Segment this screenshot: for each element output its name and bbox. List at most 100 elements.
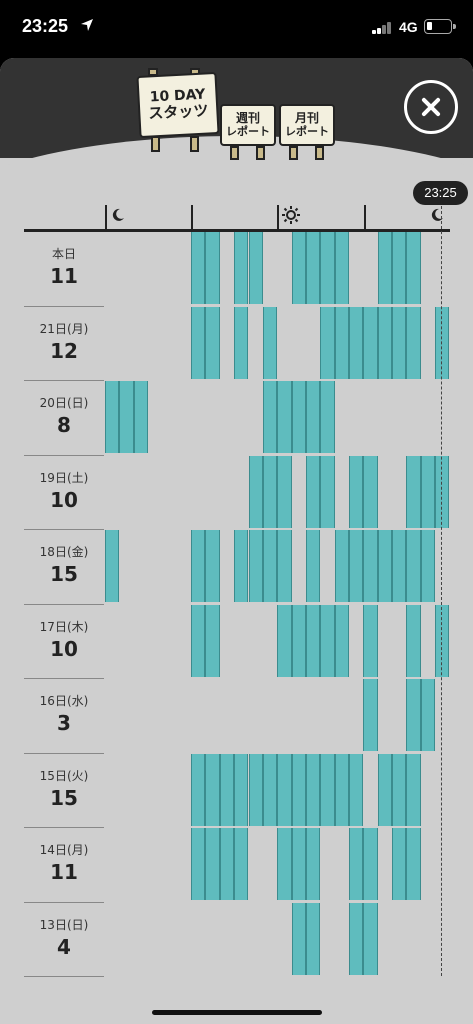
day-label: 13日(日) 4 (24, 903, 104, 959)
row-separator (24, 454, 104, 456)
tab-monthly-report[interactable]: 月刊 レポート (279, 104, 335, 164)
home-indicator (152, 1010, 322, 1015)
tab-weekly-report[interactable]: 週刊 レポート (220, 104, 276, 164)
sleep-bar (305, 232, 321, 304)
sleep-bar (277, 828, 292, 900)
sleep-bar (363, 902, 378, 975)
sleep-bar (291, 902, 306, 975)
sleep-bar (248, 455, 263, 528)
sleep-bar (435, 306, 450, 379)
day-label: 14日(月) 11 (24, 828, 104, 884)
sleep-bar (348, 306, 364, 379)
day-count: 11 (50, 860, 78, 884)
day-count: 12 (50, 338, 78, 363)
sleep-bar (392, 828, 407, 900)
sleep-bar (291, 753, 306, 826)
day-date: 14日(月) (39, 843, 89, 857)
day-label: 21日(月) 12 (24, 307, 104, 363)
sleep-bar (348, 530, 364, 602)
sleep-bar (205, 604, 220, 677)
axis-tick (191, 205, 193, 230)
sleep-bar (305, 902, 321, 975)
sleep-bar (377, 530, 392, 602)
sleep-bar (262, 306, 278, 379)
day-date: 16日(水) (39, 694, 89, 708)
sleep-bar (392, 232, 407, 304)
sleep-bar (406, 753, 421, 826)
sleep-bar (219, 828, 235, 900)
sleep-bar (248, 753, 263, 826)
sleep-bar (277, 381, 292, 453)
day-label: 20日(日) 8 (24, 381, 104, 437)
day-date: 18日(金) (39, 545, 89, 559)
sleep-bar (291, 604, 306, 677)
axis-tick (105, 205, 107, 230)
day-label: 17日(木) 10 (24, 605, 104, 661)
status-time: 23:25 (22, 16, 69, 36)
tab-label: 10 DAY スタッツ (136, 71, 220, 139)
tab-10day-stats[interactable]: 10 DAY スタッツ (136, 68, 220, 166)
sleep-bar (348, 828, 364, 900)
sleep-bar (205, 828, 220, 900)
row-separator (24, 678, 104, 679)
sleep-bar (363, 679, 378, 751)
sleep-bar (320, 455, 335, 528)
sleep-bar (406, 604, 421, 677)
sleep-bar (205, 530, 220, 602)
sleep-bar (277, 530, 292, 602)
sleep-bar (377, 753, 392, 826)
sleep-bar (406, 232, 421, 304)
sleep-bar (363, 455, 378, 528)
stats-sheet: 10 DAY スタッツ 週刊 レポート 月刊 レポート (0, 58, 473, 1024)
sleep-bar (191, 530, 206, 602)
day-label: 18日(金) 15 (24, 530, 104, 586)
day-date: 17日(木) (39, 619, 89, 634)
sleep-bar (234, 232, 249, 304)
sleep-bar (305, 530, 321, 602)
sleep-bar (277, 455, 292, 528)
sleep-bar (234, 530, 249, 602)
day-label: 16日(水) 3 (24, 679, 104, 735)
sleep-bar (363, 604, 378, 677)
row-separator (24, 380, 104, 381)
sleep-bar (435, 604, 450, 677)
sleep-bar (133, 381, 149, 453)
sleep-bar (334, 306, 349, 379)
moon-icon (112, 208, 124, 221)
day-count: 15 (50, 785, 78, 810)
sleep-bar (291, 828, 306, 900)
sleep-bar (363, 828, 378, 900)
network-type: 4G (399, 19, 418, 35)
sleep-bar (320, 232, 335, 304)
sleep-bar (406, 828, 421, 900)
sleep-bar (234, 306, 249, 379)
sleep-bar (348, 902, 364, 975)
sleep-bar (320, 381, 335, 453)
sleep-bar (392, 306, 407, 379)
row-separator (24, 901, 104, 903)
close-button[interactable] (404, 80, 458, 134)
sleep-bar (291, 232, 306, 304)
sleep-bar (406, 455, 421, 528)
sleep-bar (219, 753, 235, 826)
sleep-bar (277, 753, 292, 826)
sleep-bar (320, 604, 335, 677)
sleep-bar (105, 381, 120, 453)
day-date: 20日(日) (39, 396, 89, 410)
timeline-axis (24, 229, 450, 232)
axis-tick (364, 205, 366, 230)
sleep-bar (406, 530, 421, 602)
day-label: 15日(火) 15 (24, 754, 104, 810)
sun-icon (282, 206, 300, 224)
day-count: 3 (57, 711, 71, 735)
sleep-bar (363, 530, 378, 602)
sleep-bar (248, 232, 263, 304)
sleep-bar (334, 604, 349, 677)
day-count: 8 (57, 413, 71, 437)
row-separator (24, 603, 104, 605)
sleep-bar (348, 455, 364, 528)
status-bar: 23:25 4G (0, 0, 473, 56)
day-count: 10 (50, 487, 78, 512)
sleep-bar (305, 753, 321, 826)
sleep-bar (305, 381, 321, 453)
